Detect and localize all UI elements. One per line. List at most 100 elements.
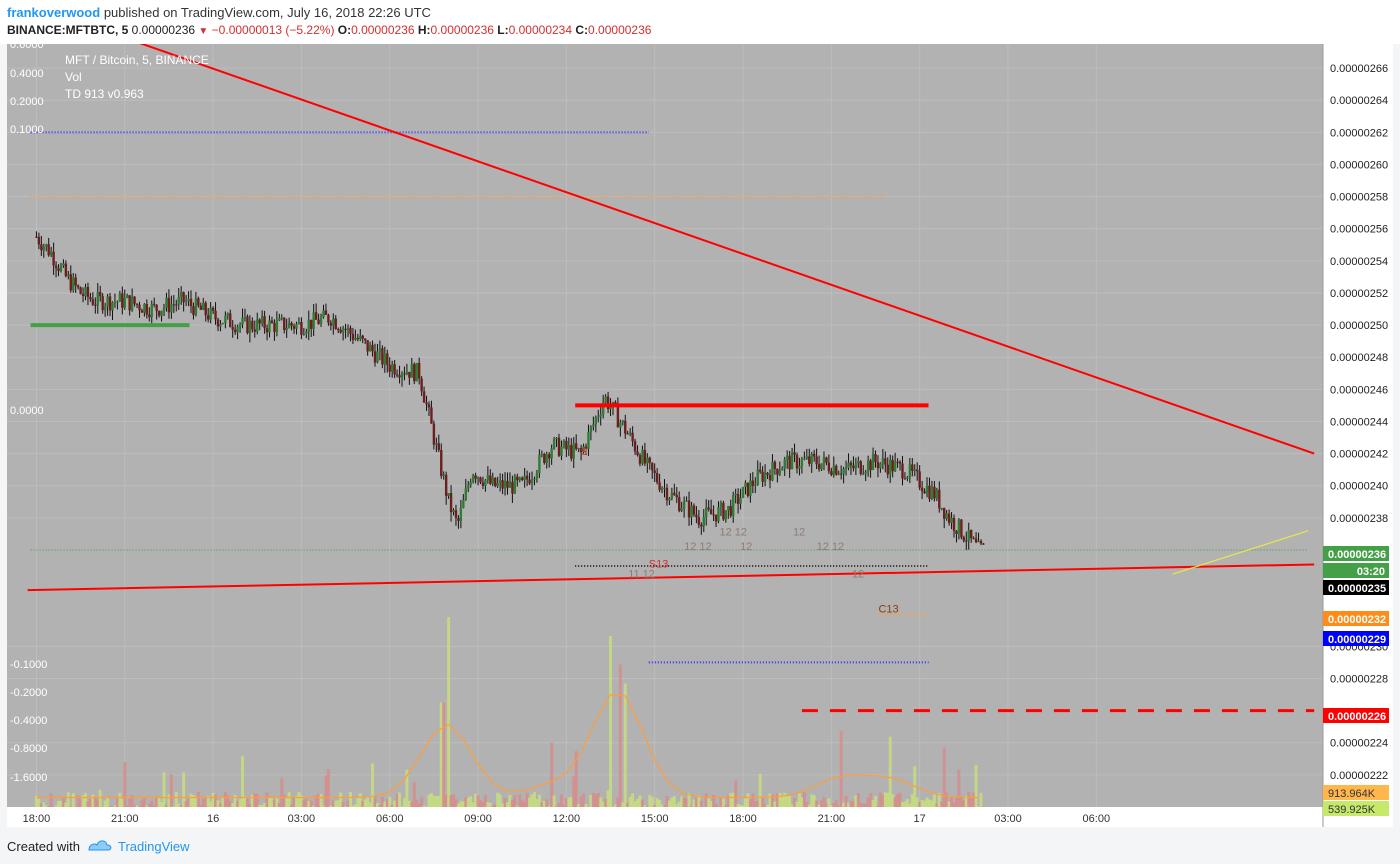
candle-body xyxy=(444,474,448,496)
candle-body xyxy=(690,505,693,518)
volume-bar xyxy=(866,797,870,807)
volume-bar xyxy=(290,804,294,807)
volume-bar xyxy=(331,800,335,807)
volume-bar xyxy=(98,789,102,807)
volume-bar xyxy=(373,796,377,807)
candle-body xyxy=(773,461,777,470)
volume-bar xyxy=(667,800,671,807)
volume-bar xyxy=(106,797,110,807)
volume-bar xyxy=(255,793,259,807)
candle-body xyxy=(494,477,497,487)
candle-body xyxy=(81,293,85,297)
volume-bar xyxy=(39,803,43,807)
volume-bar xyxy=(179,804,183,807)
volume-bar xyxy=(285,796,289,807)
candle-body xyxy=(955,530,958,534)
volume-bar xyxy=(807,804,811,807)
candle-body xyxy=(719,502,723,508)
candle-body xyxy=(275,320,279,333)
candle-body xyxy=(864,471,867,474)
volume-bar xyxy=(275,798,279,807)
volume-bar xyxy=(422,805,426,807)
volume-bar xyxy=(486,802,490,807)
candle-body xyxy=(376,351,379,363)
volume-bar xyxy=(861,803,865,807)
candle-body xyxy=(265,328,269,333)
candle-body xyxy=(597,416,600,418)
candle-body xyxy=(766,472,769,475)
volume-bar xyxy=(599,797,603,807)
volume-bar xyxy=(893,797,897,807)
volume-bar xyxy=(515,805,519,807)
candle-body xyxy=(648,457,651,463)
candle-body xyxy=(216,319,220,327)
volume-bar xyxy=(601,801,605,807)
candle-body xyxy=(329,322,333,326)
volume-bar xyxy=(309,800,313,807)
volume-bar xyxy=(329,805,333,807)
candle-body xyxy=(788,455,791,470)
time-tick-label: 12:00 xyxy=(553,813,581,825)
candle-body xyxy=(138,304,141,311)
candle-body xyxy=(952,517,956,531)
left-axis-tick-label: 0.2000 xyxy=(10,96,44,108)
volume-bar xyxy=(655,798,659,807)
close-label: C: xyxy=(575,23,589,37)
volume-bar xyxy=(864,803,868,807)
volume-bar xyxy=(314,795,318,807)
td-annotation: 12 12 xyxy=(817,541,845,553)
chart-canvas[interactable]: 9 S13 C13 12 12 12 12 12 12 12 12 11 12 12 18:00 2… xyxy=(7,2,1393,827)
tradingview-link[interactable]: TradingView xyxy=(118,839,190,854)
candle-body xyxy=(911,464,914,471)
price-tick-label: 0.00000254 xyxy=(1330,256,1388,268)
candle-body xyxy=(481,482,485,486)
volume-bar xyxy=(596,792,600,807)
volume-bar xyxy=(427,794,431,807)
candle-body xyxy=(121,293,124,308)
author-link[interactable]: frankoverwood xyxy=(7,5,101,20)
left-axis-tick-label: 0.0000 xyxy=(10,405,44,417)
volume-bar xyxy=(142,797,146,807)
candle-body xyxy=(709,509,713,515)
candle-body xyxy=(386,353,389,365)
candle-body xyxy=(45,244,48,247)
volume-bar xyxy=(518,794,522,807)
volume-bar xyxy=(152,805,156,807)
candle-body xyxy=(739,497,742,504)
candle-body xyxy=(808,456,811,464)
candle-body xyxy=(349,327,352,334)
candle-body xyxy=(283,317,286,331)
price-tick-label: 0.00000224 xyxy=(1330,738,1388,750)
volume-bar xyxy=(265,792,269,807)
candle-body xyxy=(839,473,843,475)
volume-bar xyxy=(209,801,213,807)
candle-body xyxy=(511,481,514,494)
candle-body xyxy=(751,480,755,486)
candle-body xyxy=(528,479,531,484)
volume-bar xyxy=(113,805,117,807)
volume-bar xyxy=(503,797,507,807)
candle-body xyxy=(268,320,271,333)
price-badge-label: 0.00000232 xyxy=(1328,614,1386,626)
volume-bar xyxy=(844,795,848,807)
candle-body xyxy=(484,479,487,486)
volume-bar xyxy=(496,792,500,807)
candle-body xyxy=(219,323,222,327)
candle-body xyxy=(923,491,926,494)
tradingview-logo-icon[interactable] xyxy=(87,837,113,858)
chart-area[interactable]: 9 S13 C13 12 12 12 12 12 12 12 12 11 12 12 18:00 2… xyxy=(7,2,1393,827)
price-badge-label: 03:20 xyxy=(1357,566,1385,578)
volume-bar xyxy=(37,798,41,807)
candle-body xyxy=(714,514,718,522)
volume-bar xyxy=(743,798,747,807)
candle-body xyxy=(476,477,480,479)
candle-body xyxy=(454,510,458,518)
volume-bar xyxy=(167,794,171,807)
candle-body xyxy=(427,404,431,408)
candle-body xyxy=(830,471,833,475)
candle-body xyxy=(513,476,517,494)
volume-bar xyxy=(510,799,514,807)
candle-body xyxy=(665,487,669,501)
candle-body xyxy=(354,337,357,340)
candle-body xyxy=(432,423,436,445)
